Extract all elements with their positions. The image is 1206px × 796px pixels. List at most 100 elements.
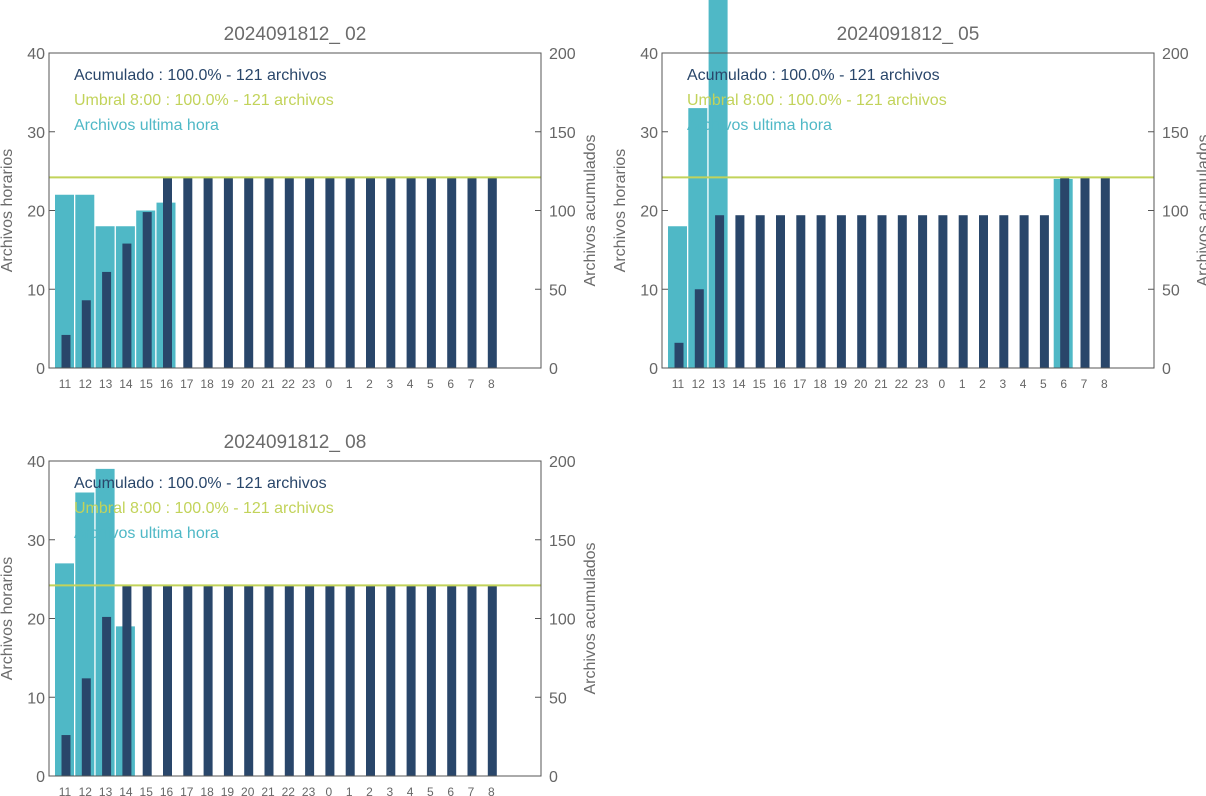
accumulated-bar [1060, 177, 1070, 368]
accumulated-bar [467, 585, 477, 776]
y-tick-label: 40 [27, 454, 45, 471]
accumulated-bar [122, 243, 132, 368]
y2-tick-label: 0 [1162, 361, 1171, 378]
y-tick-label: 0 [36, 769, 45, 786]
x-tick-label: 22 [282, 377, 296, 391]
x-tick-label: 7 [1081, 377, 1088, 391]
x-tick-label: 0 [939, 377, 946, 391]
accumulated-bar [345, 585, 355, 776]
x-tick-label: 16 [160, 785, 174, 796]
accumulated-bar [1019, 215, 1029, 368]
y-tick-label: 20 [27, 204, 45, 221]
x-tick-label: 8 [488, 785, 495, 796]
x-tick-label: 17 [180, 785, 194, 796]
x-tick-label: 14 [119, 785, 133, 796]
x-tick-label: 22 [895, 377, 909, 391]
y2-axis-label: Archivos acumulados [582, 542, 599, 694]
y2-tick-label: 0 [549, 361, 558, 378]
x-tick-label: 4 [407, 785, 414, 796]
x-tick-label: 14 [119, 377, 133, 391]
x-tick-label: 3 [386, 377, 393, 391]
y-tick-label: 40 [640, 46, 658, 63]
y2-tick-label: 0 [549, 769, 558, 786]
accumulated-bar [406, 585, 416, 776]
x-tick-label: 6 [1060, 377, 1067, 391]
y2-tick-label: 150 [549, 125, 576, 142]
x-tick-label: 18 [200, 377, 214, 391]
accumulated-bar [223, 177, 233, 368]
accumulated-bar [284, 177, 294, 368]
accumulated-bar [674, 342, 684, 368]
legend-entry: Archivos ultima hora [687, 117, 832, 134]
y-tick-label: 10 [640, 282, 658, 299]
x-tick-label: 0 [326, 377, 333, 391]
x-tick-label: 17 [793, 377, 807, 391]
accumulated-bar [999, 215, 1009, 368]
y2-tick-label: 100 [549, 612, 576, 629]
accumulated-bar [305, 177, 315, 368]
y-tick-label: 10 [27, 282, 45, 299]
x-tick-label: 16 [160, 377, 174, 391]
x-tick-label: 19 [221, 377, 235, 391]
y2-tick-label: 150 [1162, 125, 1189, 142]
accumulated-bar [305, 585, 315, 776]
x-tick-label: 21 [261, 377, 275, 391]
accumulated-bar [406, 177, 416, 368]
accumulated-bar [447, 177, 457, 368]
y2-tick-label: 100 [549, 204, 576, 221]
accumulated-bar [345, 177, 355, 368]
accumulated-bar [755, 215, 765, 368]
accumulated-bar [467, 177, 477, 368]
y2-tick-label: 200 [1162, 46, 1189, 63]
x-tick-label: 21 [874, 377, 888, 391]
hourly-bar [668, 226, 687, 368]
x-tick-label: 13 [99, 377, 113, 391]
accumulated-bar [81, 678, 91, 776]
accumulated-bar [447, 585, 457, 776]
accumulated-bar [325, 585, 335, 776]
x-tick-label: 16 [773, 377, 787, 391]
x-tick-label: 1 [346, 785, 353, 796]
x-tick-label: 12 [692, 377, 706, 391]
y-tick-label: 0 [36, 361, 45, 378]
accumulated-bar [366, 177, 375, 368]
x-tick-label: 23 [302, 785, 316, 796]
legend-entry: Acumulado : 100.0% - 121 archivos [74, 475, 327, 492]
accumulated-bar [102, 616, 112, 776]
chart-title: 2024091812_ 05 [837, 24, 980, 45]
accumulated-bar [203, 585, 213, 776]
accumulated-bar [1080, 177, 1090, 368]
accumulated-bar [183, 177, 193, 368]
x-tick-label: 3 [999, 377, 1006, 391]
y-tick-label: 20 [640, 204, 658, 221]
x-tick-label: 17 [180, 377, 194, 391]
legend-entry: Umbral 8:00 : 100.0% - 121 archivos [74, 92, 334, 109]
accumulated-bar [81, 300, 91, 368]
x-tick-label: 8 [1101, 377, 1108, 391]
accumulated-bar [203, 177, 213, 368]
y2-tick-label: 200 [549, 46, 576, 63]
y-tick-label: 30 [27, 125, 45, 142]
accumulated-bar [264, 177, 274, 368]
y-tick-label: 20 [27, 612, 45, 629]
y2-axis-label: Archivos acumulados [1195, 134, 1206, 286]
legend-entry: Umbral 8:00 : 100.0% - 121 archivos [74, 500, 334, 517]
accumulated-bar [325, 177, 335, 368]
accumulated-bar [1100, 177, 1110, 368]
x-tick-label: 11 [672, 377, 685, 391]
x-tick-label: 6 [447, 785, 454, 796]
x-tick-label: 13 [712, 377, 726, 391]
accumulated-bar [857, 215, 867, 368]
x-tick-label: 20 [241, 377, 255, 391]
x-tick-label: 15 [140, 785, 154, 796]
y-tick-label: 30 [640, 125, 658, 142]
accumulated-bar [366, 585, 375, 776]
x-tick-label: 15 [753, 377, 767, 391]
accumulated-bar [918, 215, 928, 368]
chart-title: 2024091812_ 02 [224, 24, 367, 45]
y-axis-label: Archivos horarios [612, 149, 629, 273]
x-tick-label: 2 [979, 377, 986, 391]
